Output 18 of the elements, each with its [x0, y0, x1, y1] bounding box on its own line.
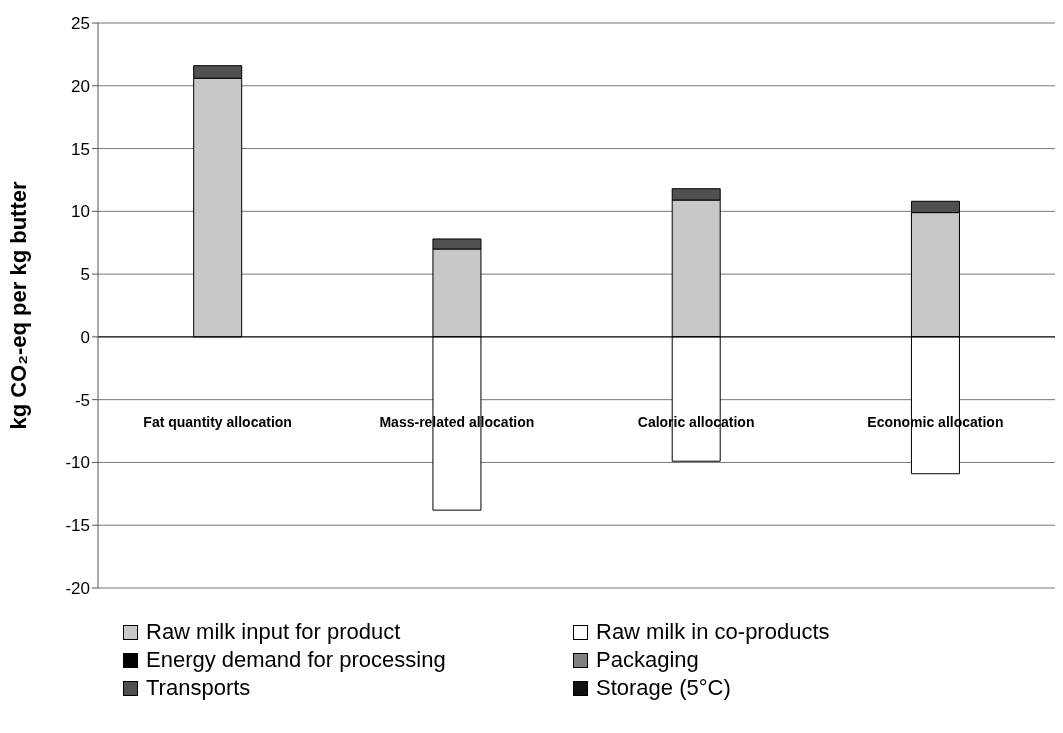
y-tick-label: 20: [71, 76, 90, 96]
legend-label: Raw milk input for product: [146, 618, 401, 646]
x-tick-label: Fat quantity allocation: [143, 413, 292, 430]
y-tick-label: 0: [80, 327, 90, 347]
y-axis-title: kg CO₂-eq per kg butter: [5, 181, 31, 430]
legend-label: Storage (5°C): [596, 674, 731, 702]
y-tick-label: -15: [65, 516, 90, 536]
legend-label: Packaging: [596, 646, 699, 674]
y-tick-label: 5: [80, 265, 90, 285]
y-tick-label: 15: [71, 139, 90, 159]
legend-label: Transports: [146, 674, 251, 702]
y-tick-label: 25: [71, 14, 90, 34]
legend-label: Raw milk in co-products: [596, 618, 830, 646]
y-tick-label: -5: [74, 390, 90, 410]
y-tick-label: -20: [65, 579, 90, 599]
y-tick-label: 10: [71, 202, 90, 222]
y-tick-label: -10: [65, 453, 90, 473]
legend-label: Energy demand for processing: [146, 646, 446, 674]
